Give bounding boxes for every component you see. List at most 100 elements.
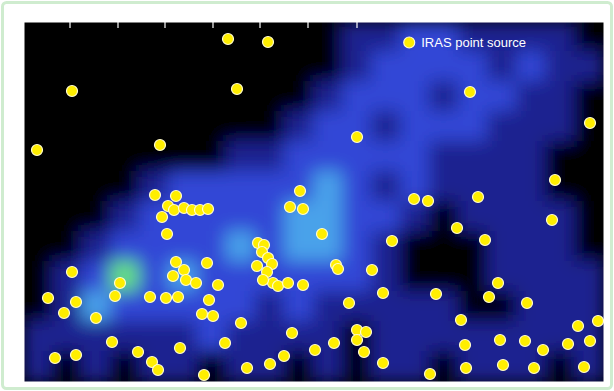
emission-cell [24,291,54,323]
emission-cell [139,81,170,113]
emission-cell [81,351,112,382]
emission-cell [487,351,518,382]
emission-cell [24,51,54,83]
point-source [287,328,298,339]
emission-cell [400,261,431,293]
emission-cell [52,22,83,53]
point-source [191,278,202,289]
point-source [344,298,355,309]
point-source [258,275,269,286]
point-source [387,236,398,247]
emission-cell [313,171,344,203]
emission-cell [110,291,141,323]
emission-cell [226,171,257,203]
emission-cell [371,81,402,113]
emission-cell [168,81,199,113]
point-source [538,345,549,356]
point-source [252,261,263,272]
point-source [242,363,253,374]
emission-cell [226,141,257,173]
point-source [173,292,184,303]
chart: IRAS point source [0,0,614,391]
point-source [585,336,596,347]
point-source [573,321,584,332]
emission-cell [255,51,286,83]
emission-cells [24,22,604,382]
emission-cell [110,201,141,233]
emission-cell [81,111,112,143]
point-source [550,175,561,186]
emission-cell [516,171,547,203]
point-source [232,84,243,95]
emission-cell [458,351,489,382]
point-source [202,258,213,269]
legend: IRAS point source [404,35,526,50]
emission-cell [429,321,460,353]
emission-cell [545,231,576,263]
emission-cell [371,351,402,382]
emission-cell [255,291,286,323]
emission-cell [458,261,489,293]
emission-cell [255,171,286,203]
point-source [223,34,234,45]
emission-cell [197,81,228,113]
emission-cell [342,201,373,233]
point-source [378,288,389,299]
emission-cell [284,141,315,173]
emission-cell [52,261,83,293]
point-source [43,293,54,304]
emission-cell [284,231,315,263]
point-source [155,140,166,151]
emission-cell [313,81,344,113]
emission-cell [429,51,460,83]
emission-cell [313,351,344,382]
point-source [171,191,182,202]
emission-cell [487,111,518,143]
point-source [197,309,208,320]
point-source [579,362,590,373]
emission-cell [487,81,518,113]
emission-cell [81,171,112,203]
point-source [452,223,463,234]
emission-cell [342,51,373,83]
emission-cell [110,261,141,293]
point-source [498,360,509,371]
point-source [71,297,82,308]
emission-cell [197,51,228,83]
emission-cell [545,171,576,203]
emission-cell [371,201,402,233]
emission-cell [429,111,460,143]
point-source [431,289,442,300]
point-source [359,347,370,358]
point-source [585,118,596,129]
emission-cell [81,231,112,263]
point-source [175,343,186,354]
emission-cell [545,22,576,53]
tick [307,22,308,28]
emission-cell [168,291,199,323]
point-source [495,335,506,346]
emission-cell [139,51,170,83]
emission-cell [400,141,431,173]
emission-cell [371,321,402,353]
emission-cell [24,141,54,173]
emission-cell [545,141,576,173]
point-source [157,212,168,223]
emission-cell [313,22,344,53]
point-source [480,235,491,246]
emission-cell [371,171,402,203]
point-source [236,318,247,329]
emission-cell [545,261,576,293]
emission-cell [487,51,518,83]
point-source [279,351,290,362]
emission-cell [429,141,460,173]
emission-cell [313,141,344,173]
emission-cell [110,111,141,143]
emission-cell [400,81,431,113]
emission-cell [313,261,344,293]
point-source [273,281,284,292]
point-source [161,293,172,304]
point-source [213,280,224,291]
emission-cell [342,22,373,53]
emission-cell [516,81,547,113]
